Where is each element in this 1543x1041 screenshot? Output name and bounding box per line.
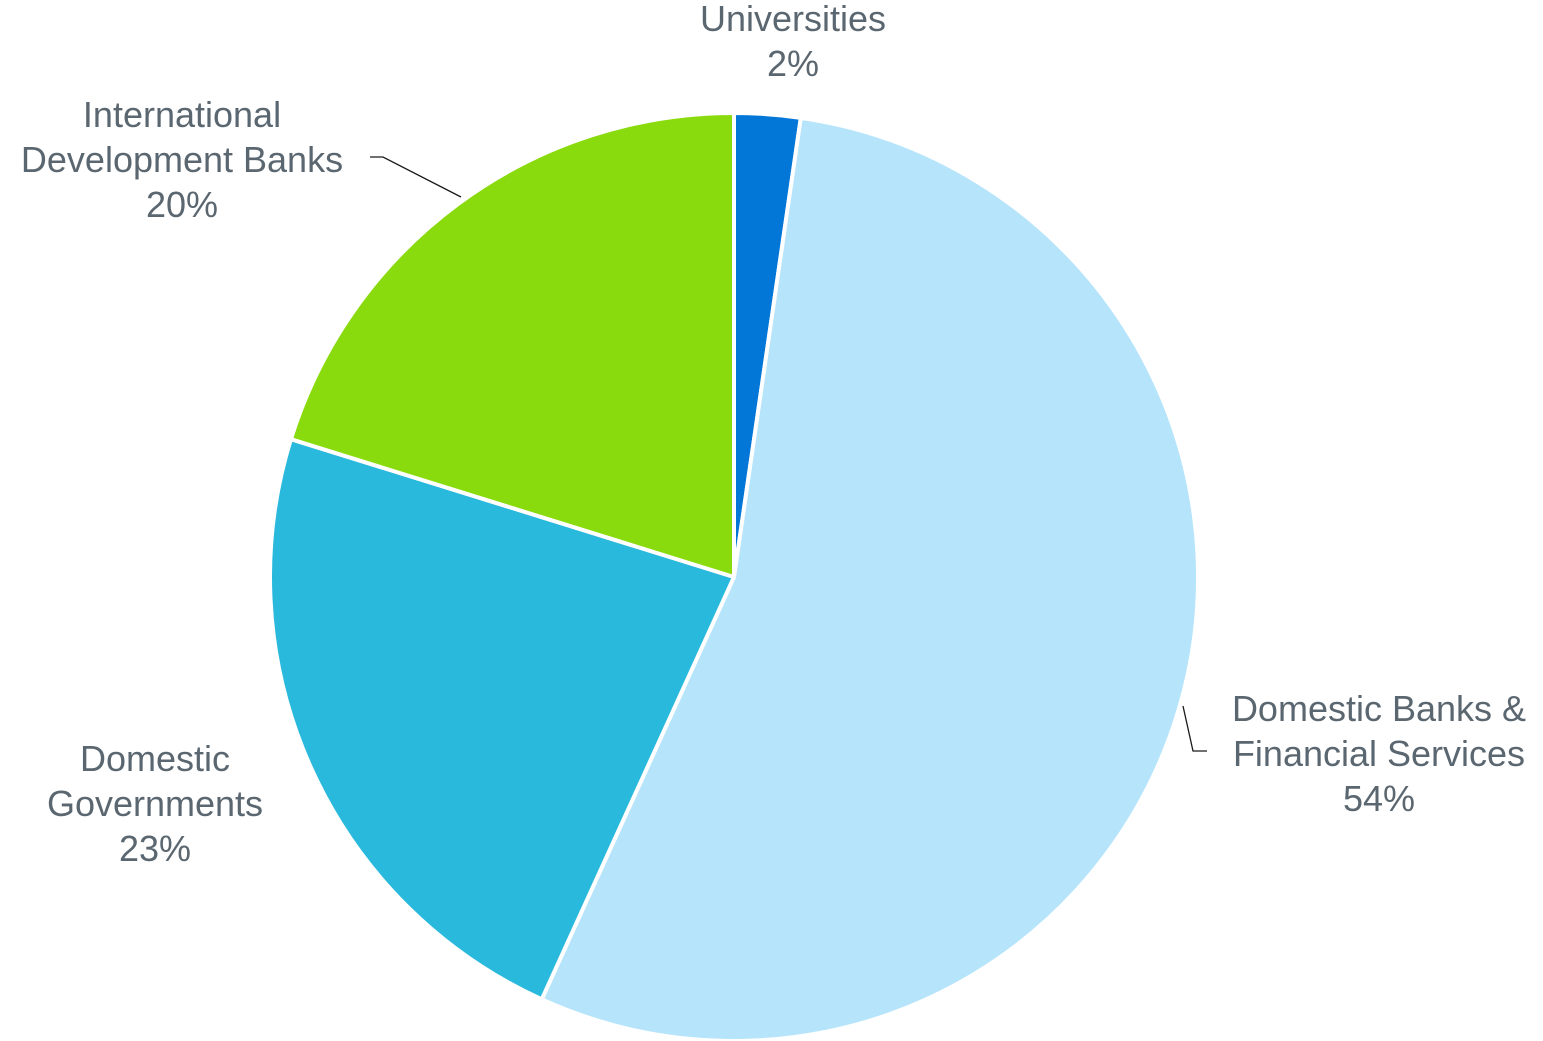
data-label-percent-domestic-banks: 54% [1343,778,1415,819]
leader-line-domestic-banks [1182,705,1207,752]
data-label-name-universities: Universities [700,0,886,39]
leader-line-international-development-banks [370,156,462,198]
data-label-universities: Universities 2% [700,0,886,84]
data-label-percent-international-development-banks: 20% [146,184,218,225]
data-label-name-domestic-banks: Financial Services [1233,733,1525,774]
data-label-domestic-governments: Domestic Governments 23% [47,738,263,869]
pie-slice-international-development-banks [288,111,736,579]
data-label-percent-universities: 2% [767,43,819,84]
data-label-international-development-banks: International Development Banks 20% [21,94,343,225]
data-label-name-domestic-banks: Domestic Banks & [1232,688,1526,729]
data-label-name-international-development-banks: International [83,94,281,135]
leader-lines [370,156,1207,752]
data-label-name-domestic-governments: Governments [47,783,263,824]
pie-slice-domestic-governments [267,437,736,1002]
pie-slice-domestic-banks [539,115,1201,1041]
data-label-percent-domestic-governments: 23% [119,828,191,869]
data-label-domestic-banks: Domestic Banks & Financial Services 54% [1232,688,1526,819]
data-label-name-international-development-banks: Development Banks [21,139,343,180]
data-label-name-domestic-governments: Domestic [80,738,230,779]
data-labels: Universities 2% Domestic Banks & Financial … [21,0,1526,869]
pie-slices [267,111,1201,1041]
